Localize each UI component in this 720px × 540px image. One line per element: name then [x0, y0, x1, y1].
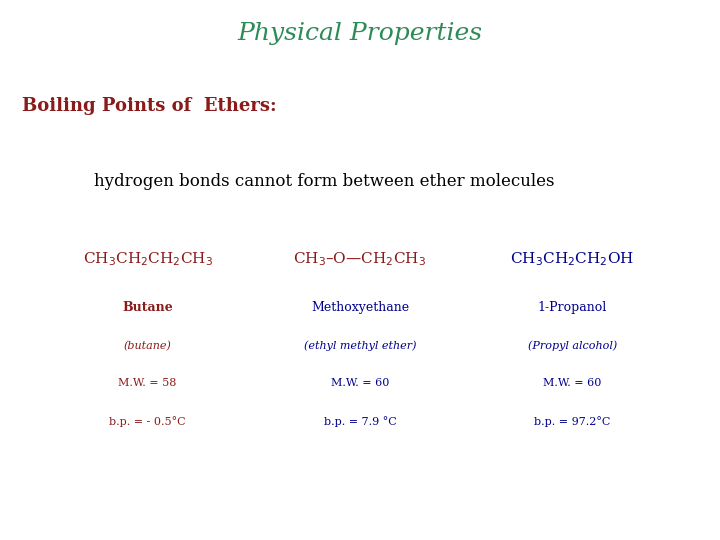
Text: hydrogen bonds cannot form between ether molecules: hydrogen bonds cannot form between ether… [94, 173, 554, 190]
Text: M.W. = 60: M.W. = 60 [543, 379, 602, 388]
Text: b.p. = 7.9 °C: b.p. = 7.9 °C [323, 416, 397, 427]
Text: Boiling Points of  Ethers:: Boiling Points of Ethers: [22, 97, 276, 115]
Text: Physical Properties: Physical Properties [238, 22, 482, 45]
Text: CH$_3$CH$_2$CH$_2$CH$_3$: CH$_3$CH$_2$CH$_2$CH$_3$ [83, 251, 212, 268]
Text: M.W. = 60: M.W. = 60 [330, 379, 390, 388]
Text: Methoxyethane: Methoxyethane [311, 301, 409, 314]
Text: Butane: Butane [122, 301, 173, 314]
Text: M.W. = 58: M.W. = 58 [118, 379, 177, 388]
Text: (butane): (butane) [124, 340, 171, 351]
Text: CH$_3$CH$_2$CH$_2$OH: CH$_3$CH$_2$CH$_2$OH [510, 251, 634, 268]
Text: (Propyl alcohol): (Propyl alcohol) [528, 340, 617, 351]
Text: CH$_3$–O—CH$_2$CH$_3$: CH$_3$–O—CH$_2$CH$_3$ [294, 251, 426, 268]
Text: b.p. = - 0.5°C: b.p. = - 0.5°C [109, 416, 186, 427]
Text: (ethyl methyl ether): (ethyl methyl ether) [304, 340, 416, 351]
Text: b.p. = 97.2°C: b.p. = 97.2°C [534, 416, 611, 427]
Text: 1-Propanol: 1-Propanol [538, 301, 607, 314]
